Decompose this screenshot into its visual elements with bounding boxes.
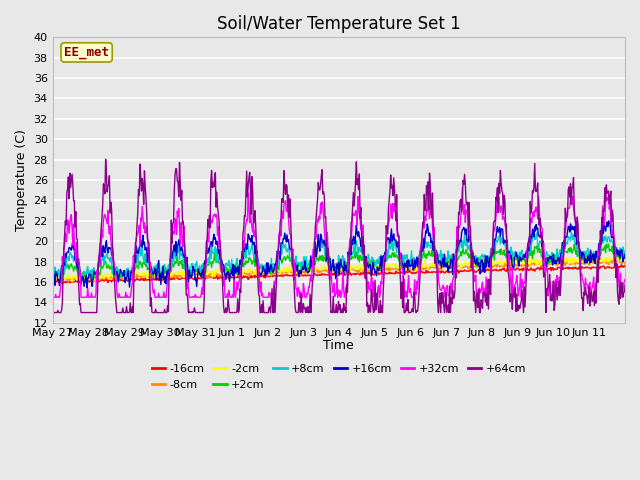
Legend: -16cm, -8cm, -2cm, +2cm, +8cm, +16cm, +32cm, +64cm: -16cm, -8cm, -2cm, +2cm, +8cm, +16cm, +3… (147, 360, 531, 394)
Text: EE_met: EE_met (64, 46, 109, 59)
Title: Soil/Water Temperature Set 1: Soil/Water Temperature Set 1 (217, 15, 461, 33)
X-axis label: Time: Time (323, 339, 354, 352)
Y-axis label: Temperature (C): Temperature (C) (15, 129, 28, 231)
